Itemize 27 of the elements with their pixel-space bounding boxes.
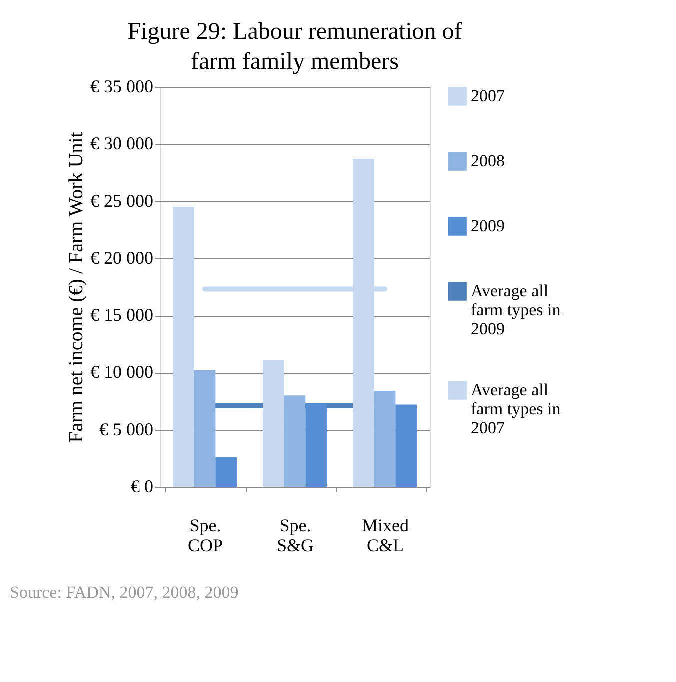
bar <box>374 391 396 487</box>
bar <box>396 404 417 487</box>
bar <box>173 207 194 487</box>
y-tick-label: € 0 <box>131 476 154 496</box>
x-tick-label: Mixed C&L <box>362 516 409 556</box>
legend-label: Average all farm types in 2009 <box>471 282 562 338</box>
y-tick-label: € 25 000 <box>90 190 154 211</box>
y-tick-label: € 20 000 <box>90 248 154 268</box>
y-tick-label: € 10 000 <box>90 362 154 382</box>
x-tick-label: Spe. S&G <box>276 516 314 556</box>
legend-label: 2009 <box>471 216 505 236</box>
legend-label: 2007 <box>471 86 506 106</box>
y-tick-label: € 15 000 <box>90 305 154 326</box>
bar <box>284 396 306 487</box>
y-tick-label: € 5 000 <box>100 419 154 440</box>
y-tick-label: € 30 000 <box>90 134 154 154</box>
bar <box>194 370 216 487</box>
legend-label: Average all farm types in 2007 <box>471 380 562 438</box>
source-note: Source: FADN, 2007, 2008, 2009 <box>10 583 239 602</box>
x-tick-label: Spe. COP <box>188 516 224 556</box>
legend-label: 2008 <box>471 152 505 170</box>
bar <box>263 360 284 487</box>
y-axis-title: Farm net income (€) / Farm Work Unit <box>66 132 88 443</box>
y-tick-label: € 35 000 <box>90 76 154 96</box>
chart-title: Figure 29: Labour remuneration of farm family members <box>128 19 462 75</box>
bar <box>216 457 237 487</box>
bar <box>306 404 327 487</box>
